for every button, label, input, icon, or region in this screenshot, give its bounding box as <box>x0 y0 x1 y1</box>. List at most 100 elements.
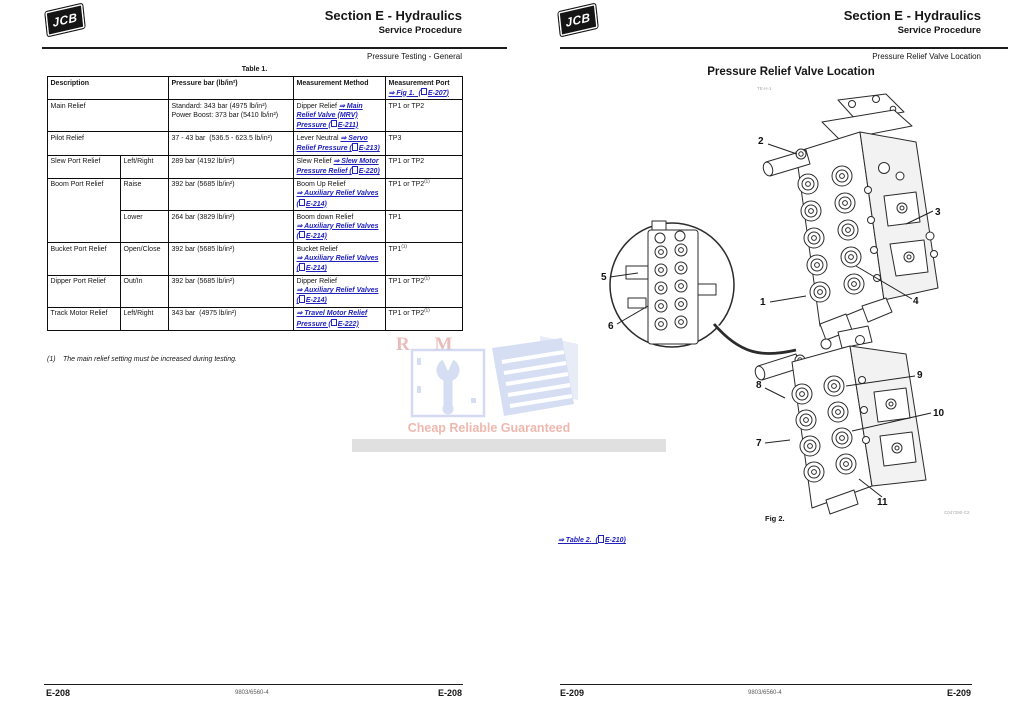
breadcrumb: Pressure Relief Valve Location <box>872 52 981 61</box>
description-cell: Track Motor Relief <box>47 306 121 332</box>
method-cell: Dipper Relief ⇒ Auxiliary Relief Valves … <box>293 274 387 308</box>
page-icon <box>351 143 358 151</box>
method-link[interactable]: ⇒ Auxiliary Relief Valves (E-214) <box>296 287 379 305</box>
pressure-cell: 392 bar (5685 lb/in²) <box>168 274 295 308</box>
callout-1: 1 <box>760 297 766 308</box>
section-subtitle: Service Procedure <box>378 24 462 36</box>
footnote-marker: (1) <box>401 243 407 249</box>
valve-location-diagram: 1 2 3 4 5 6 7 8 9 10 11 TE-H-1 C047290-C… <box>601 86 970 515</box>
callout-10: 10 <box>933 408 945 419</box>
table-row: Boom Port Relief Raise 392 bar (5685 lb/in… <box>47 177 464 244</box>
callout-11: 11 <box>877 497 888 508</box>
table-header-row: Description Pressure bar (lb/in²) Measur… <box>46 75 464 101</box>
method-link[interactable]: ⇒ Main Relief Valve (MRV) Pressure (E-21… <box>296 102 363 129</box>
method-cell: Slew Relief ⇒ Slew Motor Pressure Relief… <box>293 154 387 179</box>
callout-3: 3 <box>935 207 941 218</box>
port-cell: TP1 <box>385 210 464 244</box>
fig1-link[interactable]: ⇒ Fig 1. (E-207) <box>388 87 449 97</box>
table-row: Main Relief Standard: 343 bar (4975 lb/in… <box>46 99 464 133</box>
subtype-cell: Lower <box>119 210 170 244</box>
page-header: Section E - Hydraulics Service Procedure <box>843 8 981 37</box>
table-row: Lower 264 bar (3829 lb/in²) Boom down Reli… <box>48 210 464 244</box>
table2-link-row: ⇒ Table 2. (E-210) <box>558 535 626 544</box>
callout-7: 7 <box>756 438 762 449</box>
page-icon <box>298 295 305 303</box>
table-row: Bucket Port Relief Open/Close 392 bar (568… <box>47 242 464 276</box>
page-icon <box>420 87 427 96</box>
page-icon <box>298 263 305 271</box>
pressure-cell: 289 bar (4192 lb/in²) <box>168 154 295 179</box>
table-row: Dipper Port Relief Out/In 392 bar (5685 lb… <box>47 274 464 308</box>
pressure-cell: 392 bar (5685 lb/in²) <box>168 242 295 276</box>
jcb-logo-text: JCB <box>51 10 79 30</box>
callout-8: 8 <box>756 380 762 391</box>
footnote-marker: (1) <box>424 308 430 314</box>
footnote-number: (1) <box>47 356 56 363</box>
callout-9: 9 <box>917 370 923 381</box>
description-cell: Slew Port Relief <box>47 154 121 179</box>
table2-link-label: ⇒ Table 2. <box>558 537 592 544</box>
fig1-link-ref: E-207 <box>427 89 447 97</box>
header-rule <box>560 47 1008 49</box>
header-port: Measurement Port ⇒ Fig 1. (E-207) <box>385 75 464 101</box>
header-description: Description <box>46 75 170 101</box>
footer-page-number-right: E-209 <box>946 688 971 698</box>
method-cell: ⇒ Travel Motor Relief Pressure (E-222) <box>293 306 387 332</box>
method-link[interactable]: ⇒ Auxiliary Relief Valves (E-214) <box>296 255 379 273</box>
method-text: Bucket Relief <box>296 245 338 253</box>
pressure-cell: 37 - 43 bar (536.5 - 623.5 lb/in²) <box>168 131 295 156</box>
port-cell: TP1 or TP2(1) <box>385 274 464 308</box>
header-method: Measurement Method <box>293 75 387 101</box>
table-row: Pilot Relief 37 - 43 bar (536.5 - 623.5 l… <box>46 131 464 156</box>
subtype-cell: Out/In <box>119 274 170 308</box>
footer-rule <box>560 684 972 686</box>
pressure-cell: 392 bar (5685 lb/in²) <box>168 177 295 212</box>
footnote-marker: (1) <box>424 275 430 281</box>
footer-doc-number: 9803/6560-4 <box>748 690 782 696</box>
subtype-cell: Open/Close <box>119 242 170 276</box>
method-cell: Boom Up Relief ⇒ Auxiliary Relief Valves… <box>293 177 387 212</box>
subtype-cell: Raise <box>119 177 170 212</box>
description-cell: Pilot Relief <box>46 131 170 156</box>
port-cell: TP1(1) <box>385 242 464 276</box>
description-cell: Boom Port Relief <box>47 177 121 244</box>
method-link[interactable]: ⇒ Travel Motor Relief Pressure (E-222) <box>296 310 368 328</box>
page-header: Section E - Hydraulics Service Procedure <box>325 8 462 37</box>
method-link[interactable]: ⇒ Servo Relief Pressure (E-213) <box>296 134 380 153</box>
method-text: Boom down Relief <box>296 213 354 221</box>
description-cell: Dipper Port Relief <box>47 274 121 308</box>
pressure-cell: 264 bar (3829 lb/in²) <box>168 210 295 244</box>
table2-link[interactable]: ⇒ Table 2. (E-210) <box>558 535 626 544</box>
header-rule <box>42 47 507 49</box>
page-icon <box>597 535 604 543</box>
table2-link-ref: E-210 <box>604 537 624 544</box>
page-icon <box>330 119 337 128</box>
pressure-table: Description Pressure bar (lb/in²) Measur… <box>46 75 464 332</box>
method-cell: Boom down Relief ⇒ Auxiliary Relief Valv… <box>293 210 387 244</box>
callout-4: 4 <box>913 296 919 307</box>
footer-page-number-right: E-208 <box>437 688 462 698</box>
footer-page-number-left: E-208 <box>46 688 71 698</box>
table-caption: Table 1. <box>241 66 268 73</box>
footer-rule <box>44 684 463 686</box>
jcb-logo: JCB <box>45 3 85 37</box>
port-cell: TP1 or TP2(1) <box>385 306 464 332</box>
section-title: Section E - Hydraulics <box>843 8 981 23</box>
header-port-label: Measurement Port <box>388 79 450 87</box>
left-page: JCB Section E - Hydraulics Service Proce… <box>40 0 510 725</box>
section-subtitle: Service Procedure <box>897 24 981 36</box>
pressure-cell: 343 bar (4975 lb/in²) <box>168 306 295 332</box>
table-row: Slew Port Relief Left/Right 289 bar (4192 … <box>47 154 464 179</box>
method-link[interactable]: ⇒ Auxiliary Relief Valves (E-214) <box>296 190 379 208</box>
callout-2: 2 <box>758 136 764 147</box>
method-text: Slew Relief <box>296 158 334 166</box>
right-page: JCB Section E - Hydraulics Service Proce… <box>553 0 1015 725</box>
description-cell: Main Relief <box>46 99 170 133</box>
table-row: Track Motor Relief Left/Right 343 bar (497… <box>47 306 464 332</box>
footnote-marker: (1) <box>424 179 430 185</box>
port-cell: TP3 <box>385 131 464 156</box>
method-link[interactable]: ⇒ Auxiliary Relief Valves (E-214) <box>296 222 379 240</box>
subtype-cell: Left/Right <box>119 306 170 332</box>
page-icon <box>298 230 305 239</box>
method-link[interactable]: ⇒ Slew Motor Pressure Relief (E-220) <box>296 158 380 176</box>
